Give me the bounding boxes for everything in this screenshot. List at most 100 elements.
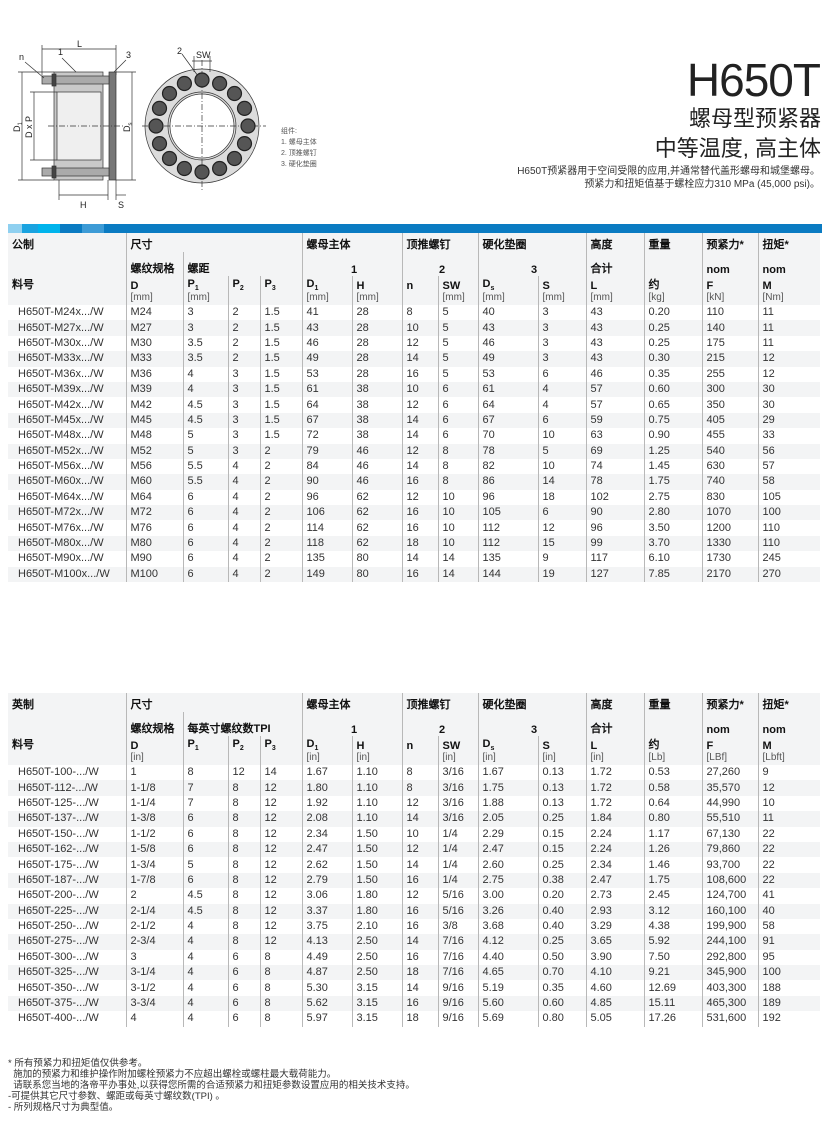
table-cell: 4 xyxy=(182,934,228,950)
table-cell: 12 xyxy=(259,857,302,873)
header-height: 高度 xyxy=(585,693,644,712)
table-cell: M76 xyxy=(125,520,183,536)
table-cell: 6 xyxy=(182,826,228,842)
table-cell: 6 xyxy=(227,995,260,1012)
table-cell: 1.17 xyxy=(643,826,702,842)
table-cell: 3/16 xyxy=(437,780,478,796)
table-cell: 62 xyxy=(351,520,402,536)
table-cell: 0.13 xyxy=(537,795,586,812)
table-cell: 0.80 xyxy=(537,1011,586,1027)
column-symbol: S xyxy=(542,740,550,752)
table-cell: 0.35 xyxy=(643,366,702,382)
table-cell: 160,100 xyxy=(701,903,758,919)
table-cell: 12 xyxy=(259,841,302,858)
column-symbol: H xyxy=(356,280,365,292)
table-cell: 2 xyxy=(259,520,302,536)
table-cell: 9/16 xyxy=(437,1011,478,1027)
table-cell: 64 xyxy=(301,397,352,413)
table-cell: 2.47 xyxy=(585,872,644,889)
table-cell: 6 xyxy=(182,520,228,536)
table-cell: 90 xyxy=(585,505,644,521)
table-cell: 14 xyxy=(401,857,438,873)
table-cell: 8 xyxy=(259,980,302,996)
table-cell: 4.5 xyxy=(182,903,228,919)
table-row: H650T-M100x.../W M100 6 4 2 149 80 16 14 144 19 127… xyxy=(8,566,820,583)
table-cell: 1.5 xyxy=(259,397,302,413)
table-cell: 16 xyxy=(401,903,438,919)
header-nom: nom xyxy=(701,712,758,736)
table-cell: 1.10 xyxy=(351,765,402,781)
table-cell: 12 xyxy=(401,443,438,459)
part-number-cell: H650T-M76x.../W xyxy=(8,520,126,536)
table-cell: 2.50 xyxy=(351,965,402,981)
part-number-cell: H650T-162-.../W xyxy=(8,841,126,858)
table-cell: 5 xyxy=(182,857,228,873)
table-cell: 3.26 xyxy=(477,903,538,919)
column-header: M xyxy=(757,276,820,292)
column-unit: [mm] xyxy=(537,292,586,305)
table-row: H650T-250-.../W 2-1/2 4 8 12 3.75 2.10 16 3/8 3.6… xyxy=(8,918,820,935)
table-cell: 8 xyxy=(227,780,260,796)
column-header: L xyxy=(585,736,644,752)
table-cell: M90 xyxy=(125,551,183,567)
table-cell: 4 xyxy=(227,566,260,583)
column-header: D1 xyxy=(301,736,352,752)
table-cell: 2170 xyxy=(701,566,758,583)
table-cell: 12 xyxy=(401,335,438,352)
component-legend: 组件: 1. 螺母主体 2. 顶推螺钉 3. 硬化垫圈 xyxy=(281,126,317,170)
table-cell: 14 xyxy=(437,551,478,567)
header-pitch: 每英寸螺纹数TPI xyxy=(182,712,302,736)
table-cell: 8 xyxy=(182,765,228,781)
table-cell: 10 xyxy=(401,826,438,842)
table-cell: 28 xyxy=(351,351,402,367)
table-cell: 0.40 xyxy=(537,918,586,935)
column-unit: [in] xyxy=(537,752,586,765)
table-cell: 2.24 xyxy=(585,826,644,842)
header-blank xyxy=(8,712,126,736)
table-cell: 14 xyxy=(437,566,478,583)
table-cell: 16 xyxy=(401,918,438,935)
table-cell: 255 xyxy=(701,366,758,382)
table-cell: 22 xyxy=(757,857,820,873)
table-cell: 3.37 xyxy=(301,903,352,919)
table-cell: 270 xyxy=(757,566,820,583)
table-cell: 80 xyxy=(351,566,402,583)
table-cell: 1.5 xyxy=(259,428,302,444)
table-cell: 1-1/4 xyxy=(125,795,183,812)
callout-2: 2 xyxy=(177,46,182,56)
table-cell: 4 xyxy=(182,949,228,966)
table-cell: 3 xyxy=(182,305,228,321)
table-cell: 12 xyxy=(401,795,438,812)
table-cell: 3.90 xyxy=(585,949,644,966)
table-cell: 3.70 xyxy=(643,535,702,552)
table-cell: 8 xyxy=(401,780,438,796)
table-cell: 12.69 xyxy=(643,980,702,996)
table-cell: M33 xyxy=(125,351,183,367)
table-row: H650T-100-.../W 1 8 12 14 1.67 1.10 8 3/16 1.67 0.… xyxy=(8,765,820,781)
table-cell: 46 xyxy=(351,443,402,459)
part-number-cell: H650T-100-.../W xyxy=(8,765,126,781)
part-number-cell: H650T-325-.../W xyxy=(8,965,126,981)
table-cell: 18 xyxy=(537,489,586,506)
table-cell: 1.80 xyxy=(351,888,402,904)
part-number-cell: H650T-M64x.../W xyxy=(8,489,126,506)
part-number-cell: H650T-M48x.../W xyxy=(8,428,126,444)
table-cell: 6 xyxy=(182,505,228,521)
table-cell: 12 xyxy=(259,795,302,812)
table-cell: 465,300 xyxy=(701,995,758,1012)
table-cell: 4.49 xyxy=(301,949,352,966)
table-cell: 110 xyxy=(757,535,820,552)
column-header: F xyxy=(701,276,758,292)
bar-segment xyxy=(22,224,38,233)
legend-title: 组件: xyxy=(281,128,297,135)
column-unit xyxy=(8,292,126,305)
table-cell: 9/16 xyxy=(437,980,478,996)
header-blank xyxy=(8,252,126,276)
table-cell: 4 xyxy=(227,520,260,536)
jack-bolt-head xyxy=(212,75,228,92)
column-symbol: SW xyxy=(442,280,461,292)
table-cell: 5.30 xyxy=(301,980,352,996)
table-cell: 8 xyxy=(227,872,260,889)
table-cell: 1/4 xyxy=(437,857,478,873)
table-row: H650T-137-.../W 1-3/8 6 8 12 2.08 1.10 14 3/16 2.… xyxy=(8,811,820,827)
